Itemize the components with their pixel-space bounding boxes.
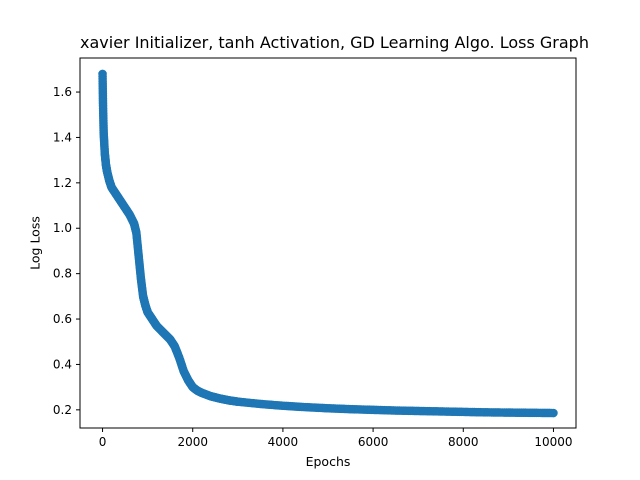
axes-frame — [79, 57, 577, 429]
y-tick-label: 1.2 — [53, 176, 72, 190]
y-axis-ticks: 0.2 0.4 0.6 0.8 1.0 1.2 1.4 1.6 — [53, 85, 80, 417]
y-tick-label: 0.6 — [53, 312, 72, 326]
y-tick-label: 0.4 — [53, 357, 72, 371]
y-tick-label: 1.0 — [53, 221, 72, 235]
x-tick-label: 4000 — [268, 435, 299, 449]
y-tick-label: 0.2 — [53, 403, 72, 417]
x-axis-ticks: 0 2000 4000 6000 8000 10000 — [99, 428, 573, 449]
x-axis-label: Epochs — [305, 454, 351, 469]
y-tick-label: 0.8 — [53, 267, 72, 281]
data-point-fill — [547, 408, 556, 418]
chart-title: xavier Initializer, tanh Activation, GD … — [80, 33, 589, 52]
x-tick-label: 8000 — [448, 435, 479, 449]
scatter-points — [98, 69, 558, 418]
x-tick-label: 0 — [99, 435, 107, 449]
y-tick-label: 1.6 — [53, 85, 72, 99]
x-tick-label: 2000 — [177, 435, 208, 449]
x-tick-label: 10000 — [534, 435, 572, 449]
x-tick-label: 6000 — [358, 435, 389, 449]
y-axis-label: Log Loss — [27, 216, 43, 270]
y-tick-label: 1.4 — [53, 130, 72, 144]
